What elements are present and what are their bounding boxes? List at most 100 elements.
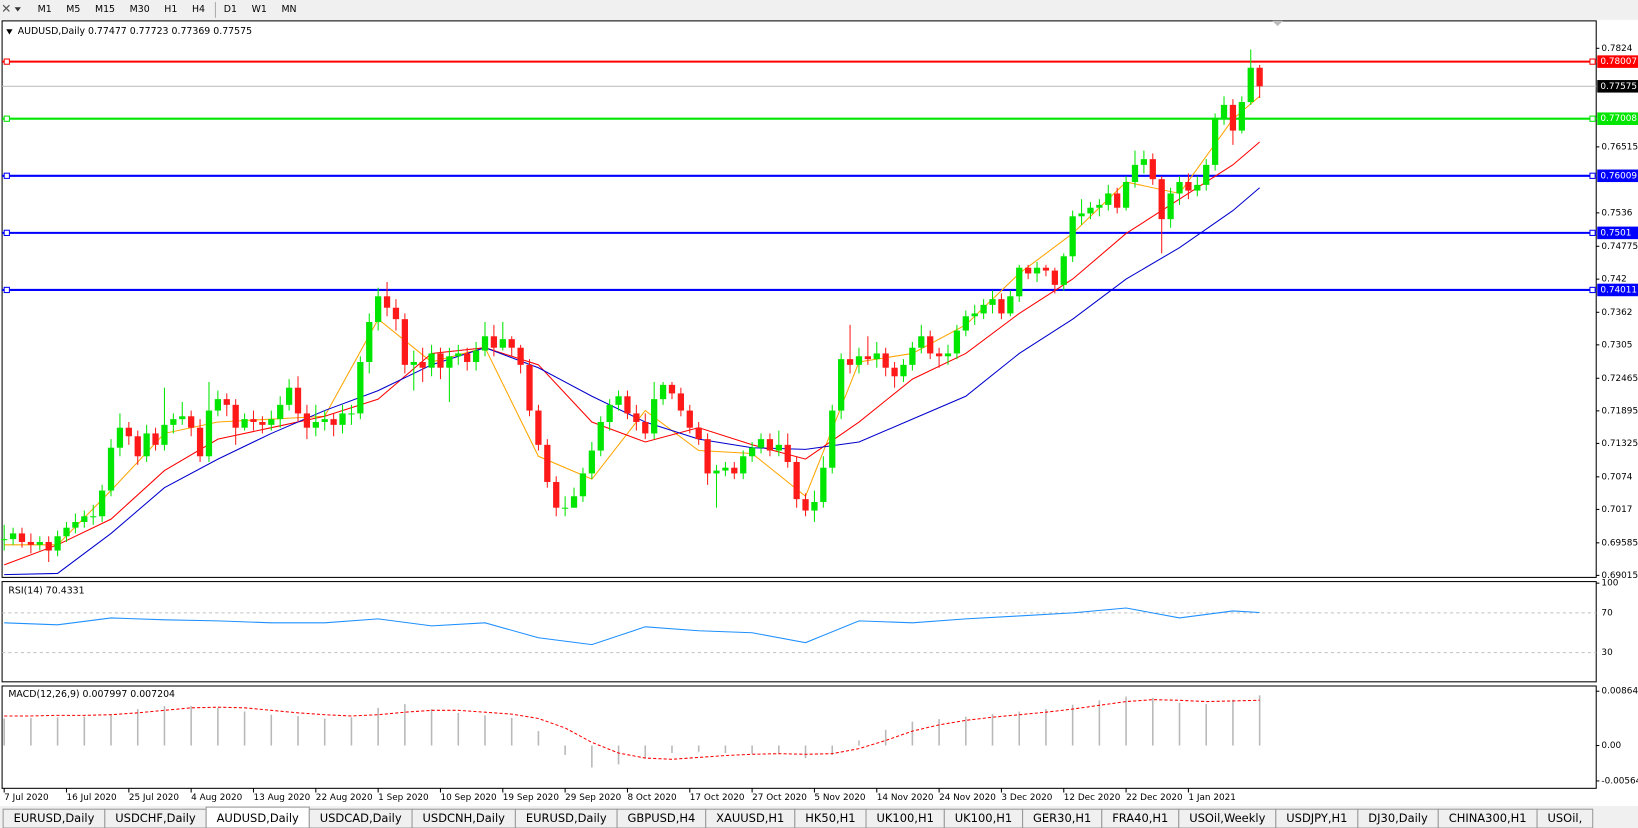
candle-body xyxy=(1042,267,1050,271)
tab[interactable]: GER30,H1 xyxy=(1022,808,1103,828)
candle-body xyxy=(241,419,248,428)
candle-body xyxy=(677,393,685,411)
tab-label[interactable]: UK100,H1 xyxy=(955,811,1012,825)
timeframe-button[interactable]: H1 xyxy=(164,4,177,15)
tab[interactable]: USDCAD,Daily xyxy=(308,808,413,828)
tab-label[interactable]: EURUSD,Daily xyxy=(526,811,607,825)
timeframe-button[interactable]: H4 xyxy=(192,4,205,15)
tab-label[interactable]: USDCAD,Daily xyxy=(320,811,402,825)
timeframe-button[interactable]: D1 xyxy=(224,4,237,15)
tab[interactable]: USDCHF,Daily xyxy=(104,808,207,828)
dropdown-icon[interactable] xyxy=(14,7,21,12)
tab-label[interactable]: CHINA300,H1 xyxy=(1449,811,1527,825)
timeframe-button[interactable]: M30 xyxy=(130,4,150,15)
candle-body xyxy=(223,399,230,405)
level-handle[interactable] xyxy=(3,229,10,236)
crosshair-icon[interactable] xyxy=(2,4,10,12)
tab[interactable]: USOil,Weekly xyxy=(1178,808,1277,828)
y-tick-label: 0.74775 xyxy=(1601,242,1638,252)
level-handle[interactable] xyxy=(1589,229,1596,236)
tab[interactable]: FRA40,H1 xyxy=(1101,808,1180,828)
candle-body xyxy=(1007,296,1014,314)
tab-label[interactable]: GBPUSD,H4 xyxy=(628,811,696,825)
x-tick-label: 16 Jul 2020 xyxy=(67,793,118,803)
tab-label[interactable]: EURUSD,Daily xyxy=(14,811,95,825)
candle-body xyxy=(704,439,711,474)
level-handle[interactable] xyxy=(1589,172,1596,179)
candle-body xyxy=(659,384,667,400)
tab-label[interactable]: DJ30,Daily xyxy=(1368,811,1428,825)
x-tick-label: 27 Oct 2020 xyxy=(752,793,807,803)
x-tick-label: 19 Sep 2020 xyxy=(503,793,560,803)
y-tick-label: 0.7536 xyxy=(1601,208,1632,218)
timeframe-button[interactable]: M1 xyxy=(38,4,52,15)
candle-body xyxy=(1114,193,1121,208)
level-handle[interactable] xyxy=(3,286,10,294)
candle-body xyxy=(366,322,373,362)
tab-label[interactable]: AUDUSD,Daily xyxy=(217,811,299,825)
level-handle[interactable] xyxy=(1589,286,1596,294)
tab[interactable]: EURUSD,Daily xyxy=(2,808,106,828)
tab[interactable]: XAUUSD,H1 xyxy=(705,808,796,828)
candle-body xyxy=(1185,182,1192,191)
level-handle[interactable] xyxy=(3,115,10,122)
candle-body xyxy=(1149,159,1156,180)
candle-body xyxy=(152,433,159,445)
tab[interactable]: USDJPY,H1 xyxy=(1275,808,1359,828)
timeframe-button[interactable]: M15 xyxy=(95,4,115,15)
tab[interactable]: UK100,H1 xyxy=(943,808,1024,828)
candle-body xyxy=(1176,182,1183,194)
level-handle[interactable] xyxy=(3,172,10,179)
candle-body xyxy=(526,364,533,411)
level-handle[interactable] xyxy=(1589,115,1596,122)
candle-body xyxy=(54,536,61,551)
y-tick-label: 0.7017 xyxy=(1601,505,1632,515)
level-handle[interactable] xyxy=(3,58,10,65)
x-tick-label: 5 Nov 2020 xyxy=(814,793,865,803)
active-tab[interactable]: AUDUSD,Daily xyxy=(205,806,310,828)
tab[interactable]: HK50,H1 xyxy=(794,808,867,828)
tab-label[interactable]: GER30,H1 xyxy=(1033,811,1091,825)
tab[interactable]: UK100,H1 xyxy=(865,808,945,828)
tab[interactable]: USOil, xyxy=(1536,808,1594,828)
shift-marker xyxy=(1272,20,1283,27)
x-tick-label: 29 Sep 2020 xyxy=(565,793,622,803)
candle-body xyxy=(1238,102,1245,131)
tab[interactable]: CHINA300,H1 xyxy=(1437,808,1538,828)
tab-label[interactable]: UK100,H1 xyxy=(876,811,933,825)
candle-body xyxy=(464,353,471,362)
candle-body xyxy=(446,356,453,368)
signal-line xyxy=(4,699,1260,760)
candle-body xyxy=(392,307,400,320)
tab-label[interactable]: USDCNH,Daily xyxy=(423,811,506,825)
candle-body xyxy=(170,419,177,425)
candle-body xyxy=(1087,207,1094,214)
timeframe-button[interactable]: W1 xyxy=(252,4,267,15)
candle-body xyxy=(1203,164,1210,185)
timeframe-button[interactable]: M5 xyxy=(66,4,80,15)
tab[interactable]: DJ30,Daily xyxy=(1357,808,1439,828)
tab-label[interactable]: USOil,Weekly xyxy=(1189,811,1265,825)
tab-label[interactable]: FRA40,H1 xyxy=(1112,811,1168,825)
level-label: 0.7501 xyxy=(1600,228,1631,238)
candle-body xyxy=(624,396,631,414)
x-tick-label: 17 Oct 2020 xyxy=(690,793,745,803)
candle-body xyxy=(321,419,328,422)
tab-label[interactable]: XAUUSD,H1 xyxy=(716,811,784,825)
candle-body xyxy=(909,347,916,365)
candle-body xyxy=(1158,179,1165,220)
tab[interactable]: USDCNH,Daily xyxy=(411,808,516,828)
tab-label[interactable]: HK50,H1 xyxy=(805,811,855,825)
symbol-menu[interactable] xyxy=(6,29,13,35)
candle-body xyxy=(829,410,836,468)
y-tick-label: 0.71325 xyxy=(1601,439,1638,449)
tab-label[interactable]: USOil, xyxy=(1548,811,1583,825)
tab[interactable]: GBPUSD,H4 xyxy=(616,808,707,828)
macd-panel xyxy=(1,685,1597,789)
tab[interactable]: EURUSD,Daily xyxy=(514,808,618,828)
timeframe-button[interactable]: MN xyxy=(281,4,296,15)
level-handle[interactable] xyxy=(1589,58,1596,65)
tab-label[interactable]: USDJPY,H1 xyxy=(1286,811,1347,825)
tab-label[interactable]: USDCHF,Daily xyxy=(115,811,196,825)
